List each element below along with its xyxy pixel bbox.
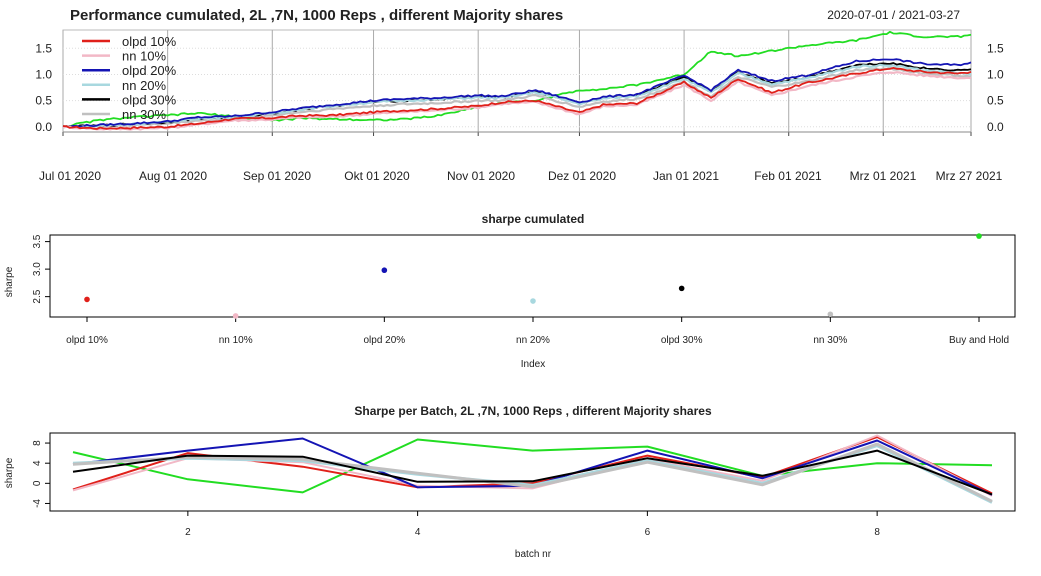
sharpe-batch-y-ticks: -4 0 4 8 — [32, 440, 50, 508]
performance-series-line-0 — [62, 67, 972, 130]
performance-title: Performance cumulated, 2L ,7N, 1000 Reps… — [70, 7, 563, 24]
sharpe-batch-xlabel: batch nr — [515, 549, 552, 560]
performance-series-line-3 — [62, 63, 972, 129]
performance-legend-label: olpd 30% — [122, 92, 177, 107]
performance-y-ticks: 0.0 0.0 0.5 0.5 1.0 1.0 1.5 1.5 — [35, 41, 1004, 133]
performance-x-tick-label: Okt 01 2020 — [344, 169, 410, 183]
sharpe-cumulated-y-ticks: 2.5 3.0 3.5 — [32, 234, 50, 304]
sharpe-cumulated-x-tick-label: olpd 30% — [661, 335, 703, 346]
sharpe-cumulated-point-6 — [976, 233, 982, 239]
performance-x-tick-label: Dez 01 2020 — [548, 169, 616, 183]
performance-y-tick-label-right: 0.0 — [987, 120, 1004, 134]
performance-y-tick-label-left: 1.5 — [35, 41, 52, 55]
sharpe-batch-title: Sharpe per Batch, 2L ,7N, 1000 Reps , di… — [354, 404, 712, 418]
sharpe-cumulated-xlabel: Index — [521, 359, 545, 370]
performance-x-tick-label: Sep 01 2020 — [243, 169, 311, 183]
sharpe-cumulated-ylabel: sharpe — [4, 266, 15, 297]
sharpe-batch-series-line-5 — [72, 442, 993, 503]
performance-series-line-1 — [62, 71, 972, 131]
performance-x-tick-label: Nov 01 2020 — [447, 169, 515, 183]
sharpe-cumulated-panel: sharpe cumulated 2.5 3.0 3.5 olpd 10% nn 10… — [4, 212, 1016, 370]
sharpe-batch-panel: Sharpe per Batch, 2L ,7N, 1000 Reps , di… — [4, 404, 1016, 560]
performance-y-tick-label-left: 0.0 — [35, 120, 52, 134]
sharpe-batch-series-line-0 — [72, 438, 993, 494]
performance-x-tick-label: Mrz 01 2021 — [850, 169, 917, 183]
sharpe-batch-series-line-6 — [72, 449, 993, 496]
sharpe-batch-y-tick-label: -4 — [32, 499, 43, 508]
sharpe-cumulated-plot-area — [49, 234, 1016, 318]
sharpe-batch-x-tick-label: 8 — [874, 527, 880, 538]
sharpe-cumulated-y-tick-label: 2.5 — [32, 289, 43, 303]
performance-y-tick-label-left: 1.0 — [35, 67, 52, 81]
performance-y-tick-label-left: 0.5 — [35, 94, 52, 108]
sharpe-batch-x-tick-label: 4 — [415, 527, 421, 538]
performance-series-line-2 — [62, 58, 972, 128]
performance-x-ticks: Jul 01 2020 Aug 01 2020 Sep 01 2020 Okt 01 … — [39, 169, 1003, 183]
performance-panel: Performance cumulated, 2L ,7N, 1000 Reps… — [35, 7, 1004, 183]
sharpe-cumulated-y-tick-label: 3.0 — [32, 262, 43, 276]
sharpe-cumulated-title: sharpe cumulated — [482, 212, 585, 226]
performance-legend-label: olpd 10% — [122, 34, 177, 49]
performance-legend-label: nn 30% — [122, 107, 167, 122]
sharpe-cumulated-point-4 — [678, 285, 685, 292]
performance-legend-label: nn 20% — [122, 78, 167, 93]
sharpe-batch-y-tick-label: 4 — [32, 460, 43, 466]
performance-x-tick-label: Jul 01 2020 — [39, 169, 101, 183]
performance-x-tick-label: Feb 01 2021 — [754, 169, 822, 183]
sharpe-cumulated-x-tick-label: olpd 10% — [66, 335, 108, 346]
performance-y-tick-label-right: 1.0 — [987, 67, 1004, 81]
sharpe-cumulated-x-ticks: olpd 10% nn 10% olpd 20% nn 20% olpd 30% nn 3… — [66, 317, 1009, 346]
sharpe-batch-lines — [72, 434, 993, 504]
performance-legend: olpd 10%nn 10%olpd 20%nn 20%olpd 30%nn 3… — [82, 34, 177, 122]
performance-y-tick-label-right: 1.5 — [987, 41, 1004, 55]
sharpe-cumulated-point-1 — [232, 313, 239, 319]
sharpe-cumulated-x-tick-label: olpd 20% — [363, 335, 405, 346]
performance-series-line-5 — [62, 66, 972, 129]
sharpe-cumulated-x-tick-label: Buy and Hold — [949, 335, 1009, 346]
performance-x-tick-label: Mrz 27 2021 — [936, 169, 1003, 183]
sharpe-cumulated-x-tick-label: nn 20% — [516, 335, 550, 346]
sharpe-cumulated-point-5 — [827, 311, 834, 318]
sharpe-cumulated-point-2 — [381, 267, 388, 274]
sharpe-cumulated-points — [84, 233, 982, 319]
sharpe-batch-ylabel: sharpe — [4, 457, 15, 488]
sharpe-cumulated-y-tick-label: 3.5 — [32, 234, 43, 248]
sharpe-batch-y-tick-label: 0 — [32, 480, 43, 486]
sharpe-batch-x-tick-label: 6 — [645, 527, 651, 538]
sharpe-batch-x-ticks: 2 4 6 8 — [185, 511, 880, 538]
sharpe-batch-x-tick-label: 2 — [185, 527, 191, 538]
performance-y-tick-label-right: 0.5 — [987, 94, 1004, 108]
performance-series-line-6 — [62, 30, 972, 128]
sharpe-cumulated-point-3 — [530, 298, 536, 304]
performance-x-tick-label: Jan 01 2021 — [653, 169, 719, 183]
sharpe-batch-y-tick-label: 8 — [32, 440, 43, 446]
performance-x-tick-label: Aug 01 2020 — [139, 169, 207, 183]
sharpe-batch-plot-area — [49, 432, 1016, 512]
sharpe-batch-series-line-4 — [72, 444, 993, 504]
sharpe-cumulated-x-tick-label: nn 10% — [219, 335, 253, 346]
performance-lines — [62, 30, 972, 131]
performance-date-range: 2020-07-01 / 2021-03-27 — [827, 8, 960, 22]
sharpe-cumulated-point-0 — [84, 296, 90, 303]
performance-legend-label: olpd 20% — [122, 63, 177, 78]
performance-legend-label: nn 10% — [122, 49, 167, 64]
sharpe-cumulated-x-tick-label: nn 30% — [813, 335, 847, 346]
